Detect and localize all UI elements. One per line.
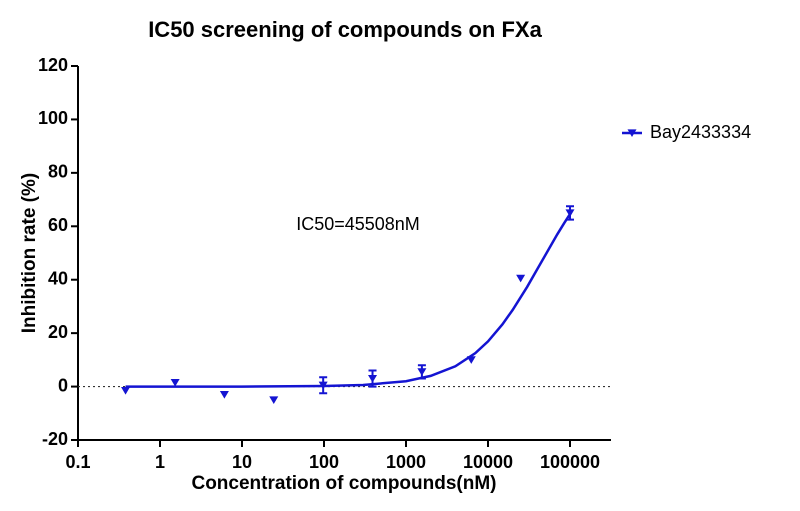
data-point — [516, 274, 526, 283]
legend-marker — [627, 129, 637, 138]
x-tick-label: 1 — [155, 452, 165, 472]
fit-curve — [125, 213, 572, 388]
x-tick-label: 0.1 — [65, 452, 90, 472]
data-point — [269, 396, 279, 404]
annotation: IC50=45508nM — [296, 214, 420, 234]
legend-label: Bay2433334 — [650, 122, 751, 142]
data-point — [219, 390, 229, 399]
y-tick-label: 20 — [48, 322, 68, 342]
x-tick-label: 10 — [232, 452, 252, 472]
data-point — [565, 209, 575, 217]
y-tick-label: 40 — [48, 268, 68, 288]
data-point — [170, 378, 180, 387]
data-point — [318, 381, 328, 390]
x-tick-label: 100 — [309, 452, 339, 472]
x-axis-label: Concentration of compounds(nM) — [191, 473, 496, 494]
x-tick-label: 10000 — [463, 452, 513, 472]
data-point — [121, 386, 131, 395]
y-tick-label: 120 — [38, 55, 68, 75]
data-point — [417, 368, 427, 376]
y-tick-label: 100 — [38, 108, 68, 128]
chart-title: IC50 screening of compounds on FXa — [148, 17, 542, 42]
data-point — [466, 356, 476, 364]
x-tick-label: 100000 — [540, 452, 600, 472]
x-tick-label: 1000 — [386, 452, 426, 472]
y-tick-label: -20 — [42, 429, 68, 449]
y-tick-label: 80 — [48, 162, 68, 182]
data-point — [368, 374, 378, 383]
y-tick-label: 60 — [48, 215, 68, 235]
y-axis-label: Inhibition rate (%) — [19, 173, 40, 333]
y-tick-label: 0 — [58, 375, 68, 395]
